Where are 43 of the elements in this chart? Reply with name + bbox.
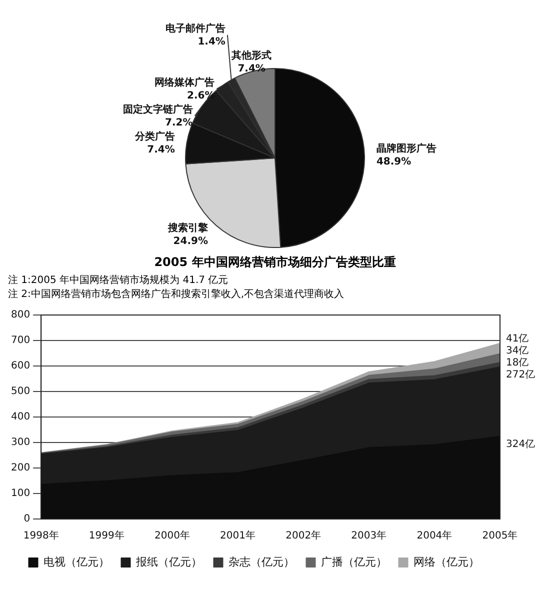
y-tick-label: 800: [10, 310, 30, 321]
slice-label: 固定文字链广告: [122, 104, 193, 116]
legend-label: 电视（亿元）: [43, 555, 110, 568]
x-tick-label: 2004年: [416, 530, 452, 542]
data-label: 48.9%: [376, 156, 412, 168]
x-tick-label: 2000年: [154, 530, 190, 542]
text: 注 2:中国网络营销市场包含网络广告和搜索引擎收入,不包含渠道代理商收入: [8, 288, 346, 302]
data-label: 24.9%: [173, 236, 208, 247]
data-label: 1.4%: [198, 36, 226, 48]
slice-label: 网络媒体广告: [154, 76, 215, 89]
data-label: 7.2%: [165, 118, 193, 129]
data-label: 7.4%: [147, 144, 175, 156]
x-tick-label: 2001年: [220, 530, 256, 542]
slice-label: 其他形式: [230, 50, 272, 62]
x-tick-label: 2005年: [482, 530, 518, 542]
y-tick-label: 500: [10, 386, 30, 398]
x-tick-label: 1999年: [88, 530, 124, 542]
legend-label: 报纸（亿元）: [134, 555, 202, 568]
data-label: 34亿: [506, 346, 529, 357]
text: 2005 年中国网络营销市场细分广告类型比重: [153, 254, 397, 271]
legend-label: 杂志（亿元）: [228, 555, 294, 568]
y-tick-label: 700: [10, 335, 30, 346]
slice-label: 电子邮件广告: [165, 22, 226, 35]
data-label: 272亿: [506, 370, 536, 381]
data-label: 18亿: [506, 358, 529, 369]
x-tick-label: 2002年: [286, 530, 322, 542]
slice-label: 晶牌图形广告: [376, 142, 436, 154]
slice-label: 分类广告: [134, 130, 175, 143]
y-tick-label: 0: [24, 514, 30, 525]
y-tick-label: 100: [10, 488, 30, 500]
y-tick-label: 200: [10, 462, 30, 474]
legend-label: 网络（亿元）: [413, 555, 480, 568]
x-tick-label: 2003年: [351, 530, 387, 542]
slice-label: 搜索引擎: [167, 222, 210, 234]
data-label: 324亿: [506, 438, 536, 450]
data-label: 41亿: [506, 334, 529, 345]
legend-label: 广播（亿元）: [320, 555, 387, 568]
y-tick-label: 300: [10, 437, 30, 448]
y-tick-label: 600: [10, 360, 30, 372]
y-tick-label: 400: [10, 412, 30, 423]
text: 注 1:2005 年中国网络营销市场规模为 41.7 亿元: [8, 274, 230, 288]
x-tick-label: 1998年: [23, 530, 59, 542]
data-label: 7.4%: [238, 64, 266, 75]
